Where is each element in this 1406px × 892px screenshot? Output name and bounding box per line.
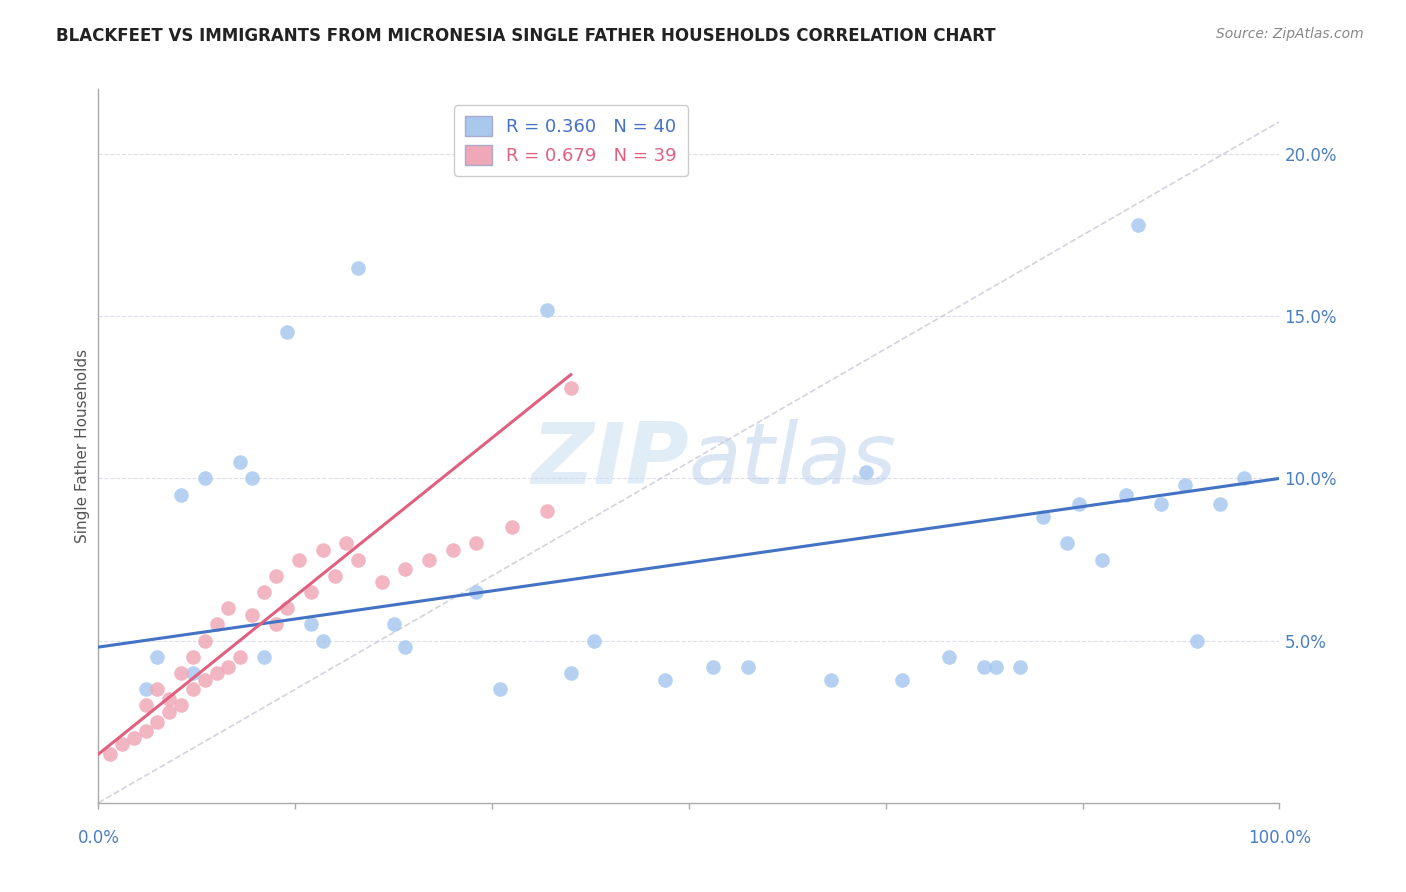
Point bbox=[240, 607, 263, 622]
Point bbox=[299, 585, 322, 599]
Text: 0.0%: 0.0% bbox=[77, 830, 120, 847]
Text: Source: ZipAtlas.com: Source: ZipAtlas.com bbox=[1216, 27, 1364, 41]
Point bbox=[276, 326, 298, 340]
Point bbox=[583, 633, 606, 648]
Point bbox=[1091, 552, 1114, 566]
Point bbox=[702, 659, 724, 673]
Point bbox=[194, 673, 217, 687]
Point bbox=[1032, 510, 1054, 524]
Point bbox=[382, 617, 405, 632]
Point bbox=[441, 542, 464, 557]
Point bbox=[122, 731, 145, 745]
Point bbox=[276, 601, 298, 615]
Point bbox=[323, 568, 346, 582]
Point bbox=[240, 471, 263, 485]
Point bbox=[1150, 497, 1173, 511]
Point bbox=[465, 536, 488, 550]
Point bbox=[1209, 497, 1232, 511]
Point bbox=[890, 673, 912, 687]
Point bbox=[371, 575, 394, 590]
Point bbox=[536, 302, 558, 317]
Point bbox=[146, 714, 169, 729]
Point bbox=[253, 649, 276, 664]
Point bbox=[1174, 478, 1197, 492]
Point bbox=[312, 633, 335, 648]
Point bbox=[973, 659, 995, 673]
Point bbox=[194, 633, 217, 648]
Point bbox=[737, 659, 759, 673]
Point bbox=[146, 682, 169, 697]
Point bbox=[264, 568, 287, 582]
Point bbox=[157, 692, 180, 706]
Point bbox=[560, 381, 582, 395]
Point bbox=[135, 724, 157, 739]
Point bbox=[135, 698, 157, 713]
Point bbox=[98, 747, 121, 761]
Point bbox=[229, 455, 252, 469]
Point bbox=[560, 666, 582, 681]
Point bbox=[288, 552, 311, 566]
Point bbox=[229, 649, 252, 664]
Legend: R = 0.360   N = 40, R = 0.679   N = 39: R = 0.360 N = 40, R = 0.679 N = 39 bbox=[454, 105, 688, 176]
Point bbox=[489, 682, 512, 697]
Point bbox=[855, 465, 877, 479]
Point bbox=[135, 682, 157, 697]
Point bbox=[347, 552, 370, 566]
Point bbox=[418, 552, 440, 566]
Point bbox=[1185, 633, 1208, 648]
Point bbox=[170, 698, 193, 713]
Point bbox=[111, 738, 134, 752]
Point bbox=[335, 536, 357, 550]
Point bbox=[205, 666, 228, 681]
Point bbox=[194, 471, 217, 485]
Point bbox=[1233, 471, 1256, 485]
Point bbox=[253, 585, 276, 599]
Point bbox=[654, 673, 676, 687]
Point bbox=[217, 659, 239, 673]
Point bbox=[299, 617, 322, 632]
Point bbox=[312, 542, 335, 557]
Point bbox=[984, 659, 1007, 673]
Point bbox=[170, 666, 193, 681]
Point bbox=[1008, 659, 1031, 673]
Point bbox=[217, 601, 239, 615]
Point bbox=[394, 640, 416, 654]
Point bbox=[394, 562, 416, 576]
Point bbox=[820, 673, 842, 687]
Point bbox=[181, 682, 204, 697]
Point bbox=[157, 705, 180, 719]
Text: 100.0%: 100.0% bbox=[1249, 830, 1310, 847]
Point bbox=[938, 649, 960, 664]
Y-axis label: Single Father Households: Single Father Households bbox=[75, 349, 90, 543]
Point bbox=[501, 520, 523, 534]
Point bbox=[181, 666, 204, 681]
Point bbox=[1115, 488, 1137, 502]
Text: BLACKFEET VS IMMIGRANTS FROM MICRONESIA SINGLE FATHER HOUSEHOLDS CORRELATION CHA: BLACKFEET VS IMMIGRANTS FROM MICRONESIA … bbox=[56, 27, 995, 45]
Point bbox=[264, 617, 287, 632]
Point bbox=[347, 260, 370, 275]
Point bbox=[1067, 497, 1090, 511]
Text: ZIP: ZIP bbox=[531, 418, 689, 502]
Text: atlas: atlas bbox=[689, 418, 897, 502]
Point bbox=[205, 617, 228, 632]
Point bbox=[536, 504, 558, 518]
Point bbox=[170, 488, 193, 502]
Point bbox=[1056, 536, 1078, 550]
Point bbox=[1126, 219, 1149, 233]
Point bbox=[181, 649, 204, 664]
Point bbox=[465, 585, 488, 599]
Point bbox=[146, 649, 169, 664]
